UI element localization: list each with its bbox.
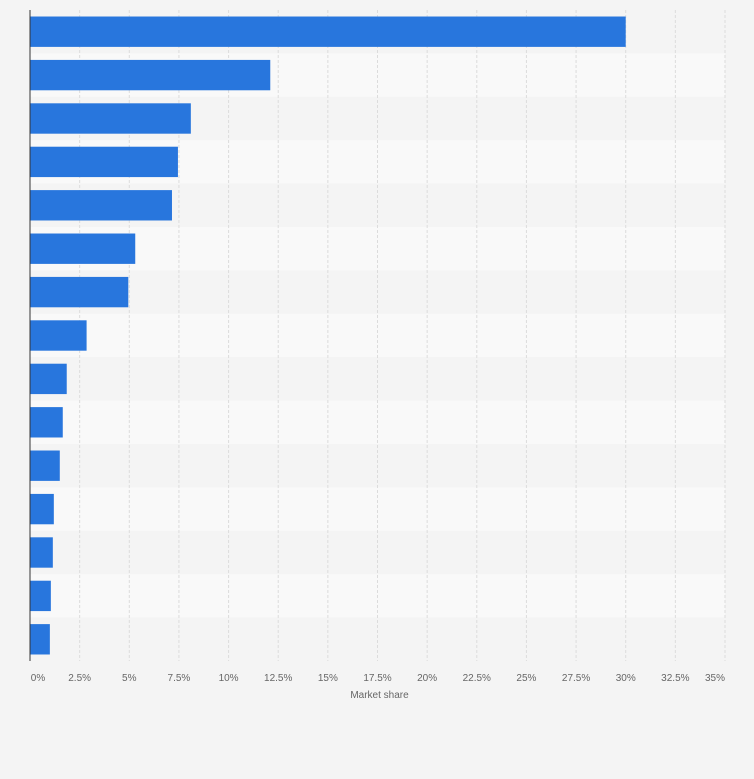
x-tick-label: 32.5% [661, 673, 689, 684]
x-tick-label: 7.5% [168, 673, 191, 684]
x-tick-label: 35% [705, 673, 725, 684]
x-tick-label: 20% [417, 673, 437, 684]
row-band [30, 487, 725, 531]
x-tick-label: 12.5% [264, 673, 292, 684]
x-tick-label: 30% [616, 673, 636, 684]
x-tick-label: 17.5% [363, 673, 391, 684]
bar[interactable] [30, 450, 60, 481]
bar[interactable] [30, 233, 136, 264]
x-axis-title: Market share [350, 690, 409, 701]
row-band [30, 357, 725, 401]
bar[interactable] [30, 103, 191, 134]
row-band [30, 227, 725, 271]
x-tick-label: 0% [31, 673, 46, 684]
bar[interactable] [30, 16, 626, 47]
x-tick-label: 22.5% [463, 673, 491, 684]
bar[interactable] [30, 363, 67, 395]
bar[interactable] [30, 146, 178, 178]
x-tick-label: 2.5% [68, 673, 91, 684]
bar[interactable] [30, 190, 172, 221]
bar[interactable] [30, 537, 53, 568]
x-tick-label: 25% [516, 673, 536, 684]
x-tick-label: 15% [318, 673, 338, 684]
x-tick-label: 5% [122, 673, 137, 684]
bar[interactable] [30, 320, 87, 351]
bar[interactable] [30, 580, 51, 612]
bar[interactable] [30, 276, 129, 308]
bar[interactable] [30, 407, 63, 438]
bar[interactable] [30, 624, 50, 655]
row-band [30, 617, 725, 661]
x-tick-label: 10% [219, 673, 239, 684]
bar[interactable] [30, 59, 271, 91]
x-tick-label: 27.5% [562, 673, 590, 684]
bar[interactable] [30, 493, 54, 525]
